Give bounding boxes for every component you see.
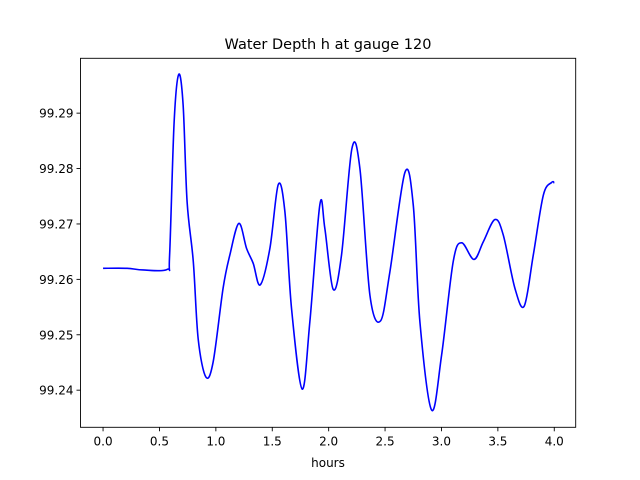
x-tick-label: 2.0 [319, 434, 338, 448]
x-tick-label: 0.0 [94, 434, 113, 448]
x-axis-label: hours [311, 456, 345, 470]
x-tick-label: 3.5 [488, 434, 507, 448]
plot-area: 0.0 0.5 1.0 1.5 2.0 2.5 3.0 3.5 4.0 99.24 99.25 99.… [39, 57, 577, 448]
x-tick-label: 1.0 [206, 434, 225, 448]
y-tick-label: 99.29 [39, 107, 73, 121]
y-tick-label: 99.24 [39, 384, 73, 398]
x-tick-label: 2.5 [376, 434, 395, 448]
axes-frame [80, 57, 577, 428]
y-tick-label: 99.28 [39, 162, 73, 176]
chart-title: Water Depth h at gauge 120 [225, 37, 432, 53]
x-tick-label: 3.0 [432, 434, 451, 448]
x-tick-label: 1.5 [263, 434, 282, 448]
x-tick-label: 4.0 [545, 434, 564, 448]
series-line-h [103, 73, 555, 412]
y-tick-label: 99.25 [39, 328, 73, 342]
y-tick-label: 99.27 [39, 217, 73, 231]
x-tick-label: 0.5 [150, 434, 169, 448]
y-tick-label: 99.26 [39, 273, 73, 287]
